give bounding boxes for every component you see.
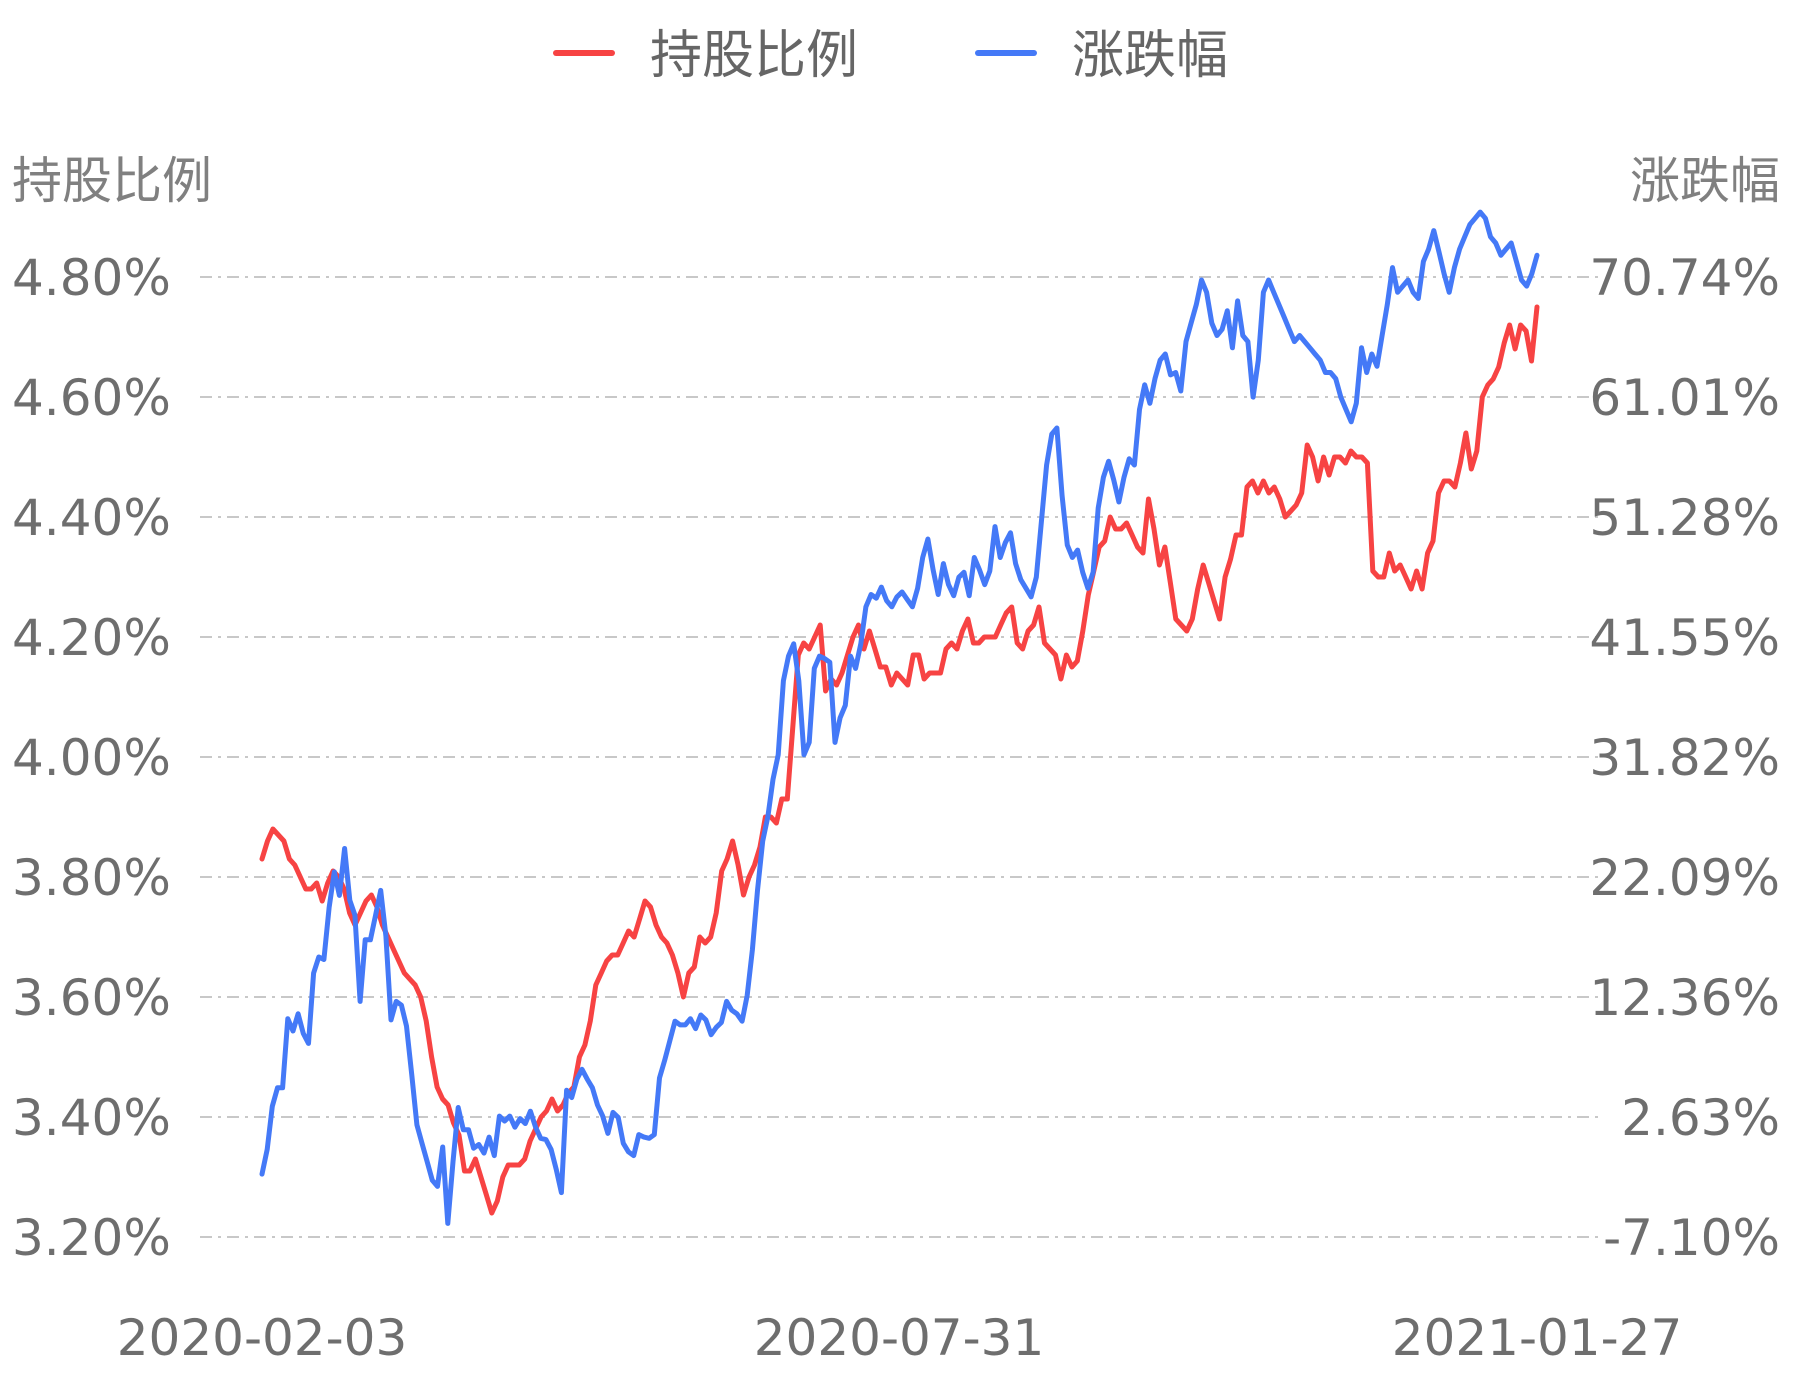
x-tick-label: 2020-07-31 bbox=[754, 1309, 1045, 1367]
right-tick-label: 70.74% bbox=[1589, 249, 1780, 307]
legend-label-change: 涨跌幅 bbox=[1072, 26, 1228, 86]
legend: 持股比例 涨跌幅 bbox=[553, 26, 1228, 86]
left-tick-label: 4.40% bbox=[12, 489, 171, 547]
right-axis-title: 涨跌幅 bbox=[1630, 152, 1780, 210]
right-axis-ticks: 70.74% 61.01% 51.28% 41.55% 31.82% 22.09% 12.3… bbox=[1589, 249, 1780, 1267]
right-tick-label: 51.28% bbox=[1589, 489, 1780, 547]
right-tick-label: 12.36% bbox=[1589, 969, 1780, 1027]
legend-item-change[interactable]: 涨跌幅 bbox=[975, 26, 1228, 86]
series-group bbox=[259, 209, 1540, 1226]
left-tick-label: 3.40% bbox=[12, 1089, 171, 1147]
right-tick-label: 61.01% bbox=[1589, 369, 1780, 427]
gridlines bbox=[200, 276, 1600, 1238]
right-tick-label: 22.09% bbox=[1589, 849, 1780, 907]
legend-item-shareholding[interactable]: 持股比例 bbox=[553, 26, 858, 86]
left-tick-label: 4.80% bbox=[12, 249, 171, 307]
left-tick-label: 4.20% bbox=[12, 609, 171, 667]
right-tick-label: 41.55% bbox=[1589, 609, 1780, 667]
right-tick-label: 2.63% bbox=[1621, 1089, 1780, 1147]
left-tick-label: 3.80% bbox=[12, 849, 171, 907]
legend-label-shareholding: 持股比例 bbox=[650, 26, 858, 86]
left-tick-label: 3.60% bbox=[12, 969, 171, 1027]
x-tick-label: 2020-02-03 bbox=[117, 1309, 408, 1367]
right-tick-label: 31.82% bbox=[1589, 729, 1780, 787]
series-line-change bbox=[259, 209, 1540, 1226]
x-axis-ticks: 2020-02-03 2020-07-31 2021-01-27 bbox=[117, 1309, 1683, 1367]
left-axis-ticks: 4.80% 4.60% 4.40% 4.20% 4.00% 3.80% 3.60% 3.40%… bbox=[12, 249, 171, 1267]
left-tick-label: 4.60% bbox=[12, 369, 171, 427]
right-tick-label: -7.10% bbox=[1603, 1209, 1780, 1267]
left-tick-label: 4.00% bbox=[12, 729, 171, 787]
left-tick-label: 3.20% bbox=[12, 1209, 171, 1267]
x-tick-label: 2021-01-27 bbox=[1392, 1309, 1683, 1367]
left-axis-title: 持股比例 bbox=[12, 152, 212, 210]
series-line-shareholding bbox=[259, 304, 1540, 1216]
